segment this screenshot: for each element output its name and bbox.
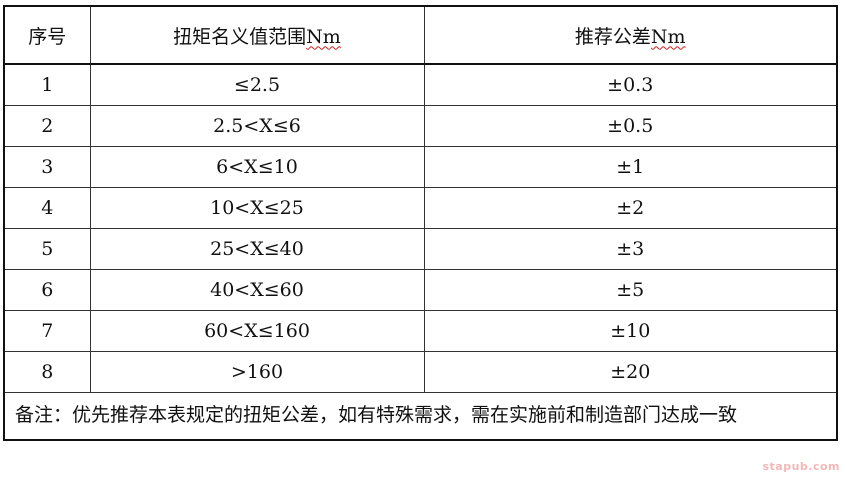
cell-range: 60<X≤160 (89, 310, 425, 352)
table-row: 3 6<X≤10 ±1 (3, 146, 838, 188)
cell-tolerance: ±10 (423, 310, 838, 352)
header-range-unit: Nm (306, 25, 341, 48)
cell-range: >160 (89, 351, 425, 393)
cell-tolerance: ±2 (423, 187, 838, 229)
note-row: 备注：优先推荐本表规定的扭矩公差，如有特殊需求，需在实施前和制造部门达成一致 (3, 392, 838, 441)
cell-no: 1 (3, 63, 91, 106)
table-row: 1 ≤2.5 ±0.3 (3, 63, 838, 106)
table-row: 2 2.5<X≤6 ±0.5 (3, 105, 838, 147)
header-range: 扭矩名义值范围Nm (89, 5, 425, 65)
cell-tolerance: ±0.3 (423, 63, 838, 106)
table-row: 4 10<X≤25 ±2 (3, 187, 838, 229)
header-tolerance-label: 推荐公差 (574, 25, 651, 48)
cell-range: 2.5<X≤6 (89, 105, 425, 147)
torque-tolerance-table: 序号 扭矩名义值范围Nm 推荐公差Nm 1 ≤2.5 ±0.3 2 2.5<X≤… (3, 5, 838, 441)
table-note: 备注：优先推荐本表规定的扭矩公差，如有特殊需求，需在实施前和制造部门达成一致 (3, 392, 838, 441)
header-no-label: 序号 (28, 25, 67, 48)
cell-tolerance: ±0.5 (423, 105, 838, 147)
header-range-label: 扭矩名义值范围 (173, 25, 307, 48)
cell-no: 6 (3, 269, 91, 311)
table-header: 序号 扭矩名义值范围Nm 推荐公差Nm (3, 5, 838, 65)
cell-range: 25<X≤40 (89, 228, 425, 270)
table-body: 1 ≤2.5 ±0.3 2 2.5<X≤6 ±0.5 3 6<X≤10 ±1 4… (3, 63, 838, 441)
cell-range: 10<X≤25 (89, 187, 425, 229)
cell-no: 7 (3, 310, 91, 352)
table-row: 6 40<X≤60 ±5 (3, 269, 838, 311)
cell-tolerance: ±20 (423, 351, 838, 393)
header-no: 序号 (3, 5, 91, 65)
header-tolerance-unit: Nm (650, 25, 686, 48)
header-row: 序号 扭矩名义值范围Nm 推荐公差Nm (3, 5, 838, 65)
cell-no: 3 (3, 146, 91, 188)
header-tolerance: 推荐公差Nm (423, 5, 838, 65)
cell-no: 4 (3, 187, 91, 229)
cell-no: 8 (3, 351, 91, 393)
cell-tolerance: ±5 (423, 269, 838, 311)
cell-range: 6<X≤10 (89, 146, 425, 188)
cell-no: 2 (3, 105, 91, 147)
table-row: 8 >160 ±20 (3, 351, 838, 393)
cell-tolerance: ±1 (423, 146, 838, 188)
table-row: 5 25<X≤40 ±3 (3, 228, 838, 270)
cell-tolerance: ±3 (423, 228, 838, 270)
cell-range: ≤2.5 (89, 63, 425, 106)
watermark: stapub.com (762, 460, 840, 473)
table-row: 7 60<X≤160 ±10 (3, 310, 838, 352)
cell-range: 40<X≤60 (89, 269, 425, 311)
cell-no: 5 (3, 228, 91, 270)
